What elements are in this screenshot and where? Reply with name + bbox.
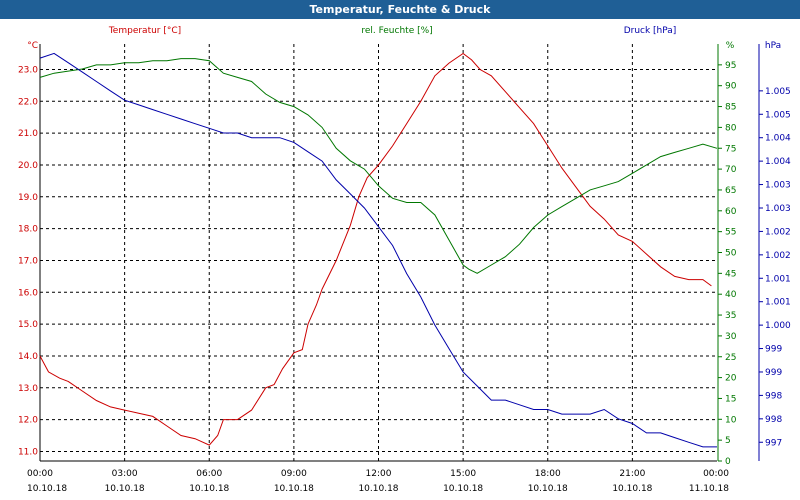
- y-tick-humidity: 75: [725, 144, 736, 154]
- y-tick-humidity: 70: [725, 165, 737, 175]
- y-tick-pressure: 1.005: [765, 110, 791, 120]
- x-tick-date: 10.10.18: [105, 484, 145, 494]
- y-tick-pressure: 1.000: [765, 321, 791, 331]
- y-tick-temperature: 11.0: [18, 447, 38, 457]
- grid: [40, 44, 717, 461]
- x-tick-date: 10.10.18: [443, 484, 483, 494]
- y-tick-temperature: 23.0: [18, 65, 38, 75]
- x-tick-time: 21:00: [619, 469, 645, 479]
- x-tick-date: 10.10.18: [189, 484, 229, 494]
- y-tick-temperature: 14.0: [18, 352, 38, 362]
- axis-title-temperature: Temperatur [°C]: [108, 26, 181, 36]
- y-tick-temperature: 17.0: [18, 256, 38, 266]
- x-tick-time: 00:00: [703, 469, 729, 479]
- tick-labels: 00:00 10.10.18 03:00 10.10.18 06:00 10.10.18 0…: [18, 61, 791, 494]
- axis-title-pressure: Druck [hPa]: [624, 26, 677, 36]
- y-tick-pressure: 1.004: [765, 134, 791, 144]
- y-tick-humidity: 95: [725, 61, 736, 71]
- y-tick-pressure: 1.002: [765, 251, 791, 261]
- y-tick-pressure: 1.003: [765, 204, 791, 214]
- x-tick-time: 18:00: [535, 469, 561, 479]
- y-tick-pressure: 998: [765, 415, 782, 425]
- y-tick-humidity: 40: [725, 290, 737, 300]
- y-tick-pressure: 1.005: [765, 87, 791, 97]
- y-tick-humidity: 80: [725, 123, 737, 133]
- y-tick-pressure: 999: [765, 345, 782, 355]
- y-tick-humidity: 20: [725, 374, 737, 384]
- series-line-temperature: [39, 52, 712, 446]
- unit-temperature: °C: [27, 41, 38, 51]
- y-tick-temperature: 21.0: [18, 129, 38, 139]
- unit-humidity: %: [726, 41, 735, 51]
- y-tick-temperature: 22.0: [18, 97, 38, 107]
- chart: 00:00 10.10.18 03:00 10.10.18 06:00 10.10.18 0…: [18, 26, 791, 494]
- y-tick-humidity: 10: [725, 415, 737, 425]
- y-tick-pressure: 1.002: [765, 227, 791, 237]
- x-tick-time: 09:00: [281, 469, 307, 479]
- axis-lines: [39, 44, 763, 462]
- y-tick-temperature: 12.0: [18, 416, 38, 426]
- x-tick-time: 00:00: [27, 469, 53, 479]
- y-tick-humidity: 30: [725, 332, 737, 342]
- y-tick-humidity: 85: [725, 103, 736, 113]
- y-tick-humidity: 60: [725, 207, 737, 217]
- y-tick-pressure: 1.001: [765, 274, 791, 284]
- series-line-pressure: [39, 52, 717, 448]
- y-tick-temperature: 16.0: [18, 288, 38, 298]
- x-tick-time: 06:00: [196, 469, 222, 479]
- x-tick-date: 10.10.18: [27, 484, 67, 494]
- y-tick-humidity: 55: [725, 228, 736, 238]
- y-tick-pressure: 997: [765, 438, 782, 448]
- y-tick-humidity: 15: [725, 394, 736, 404]
- x-tick-time: 15:00: [450, 469, 476, 479]
- x-tick-time: 12:00: [366, 469, 392, 479]
- x-tick-date: 10.10.18: [612, 484, 652, 494]
- x-tick-time: 03:00: [112, 469, 138, 479]
- y-tick-humidity: 90: [725, 82, 737, 92]
- y-tick-pressure: 1.004: [765, 157, 791, 167]
- y-tick-humidity: 45: [725, 269, 736, 279]
- unit-pressure: hPa: [765, 41, 781, 51]
- y-tick-pressure: 1.001: [765, 298, 791, 308]
- y-tick-humidity: 5: [725, 436, 731, 446]
- series-layer: [39, 52, 718, 448]
- y-tick-temperature: 20.0: [18, 161, 38, 171]
- window-title: Temperatur, Feuchte & Druck: [0, 0, 800, 19]
- y-tick-pressure: 999: [765, 368, 782, 378]
- y-tick-temperature: 18.0: [18, 225, 38, 235]
- y-tick-pressure: 1.003: [765, 181, 791, 191]
- series-line-humidity: [39, 58, 718, 274]
- y-tick-humidity: 25: [725, 353, 736, 363]
- y-tick-humidity: 35: [725, 311, 736, 321]
- x-tick-date: 10.10.18: [528, 484, 568, 494]
- y-tick-temperature: 19.0: [18, 193, 38, 203]
- x-tick-date: 10.10.18: [358, 484, 398, 494]
- y-tick-humidity: 50: [725, 249, 737, 259]
- y-tick-temperature: 13.0: [18, 384, 38, 394]
- y-tick-temperature: 15.0: [18, 320, 38, 330]
- axis-title-humidity: rel. Feuchte [%]: [361, 26, 432, 36]
- y-tick-humidity: 65: [725, 186, 736, 196]
- x-tick-date: 11.10.18: [689, 484, 729, 494]
- y-tick-humidity: 0: [725, 457, 731, 467]
- x-tick-date: 10.10.18: [274, 484, 314, 494]
- y-tick-pressure: 998: [765, 391, 782, 401]
